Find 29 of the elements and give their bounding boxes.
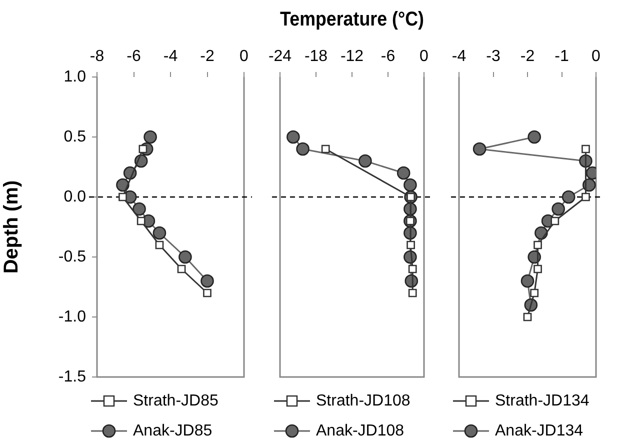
x-tick-label: -3	[486, 48, 500, 65]
legend-label: Anak-JD134	[495, 422, 584, 440]
x-tick-label: -18	[304, 48, 328, 65]
x-tick-label: -2	[520, 48, 535, 65]
x-tick-label: 0	[240, 48, 249, 65]
y-tick-label: -1.5	[58, 368, 86, 386]
legend-label: Anak-JD85	[133, 422, 212, 440]
x-tick-label: 0	[592, 48, 601, 65]
x-axis-title: Temperature (°C)	[280, 8, 424, 31]
y-tick-label: 1.0	[64, 68, 86, 86]
legend-label: Anak-JD108	[316, 422, 404, 440]
x-tick-label: -2	[200, 48, 214, 65]
x-tick-label: -24	[268, 48, 292, 65]
legend-label: Strath-JD134	[495, 392, 590, 410]
x-tick-label: -4	[452, 48, 466, 65]
x-tick-label: 0	[420, 48, 429, 65]
x-tick-label: -6	[380, 48, 396, 65]
x-tick-label: -1	[554, 48, 569, 65]
x-tick-label: -12	[340, 48, 364, 65]
y-tick-label: -1.0	[58, 308, 86, 326]
y-axis-title: Depth (m)	[0, 180, 23, 274]
legend-label: Strath-JD108	[316, 392, 410, 410]
y-tick-label: 0.0	[64, 188, 86, 206]
x-tick-label: -6	[126, 48, 141, 65]
y-tick-label: 0.5	[64, 128, 86, 146]
x-tick-label: -8	[90, 48, 104, 65]
x-tick-label: -4	[163, 48, 178, 65]
y-tick-label: -0.5	[58, 248, 86, 266]
legend-label: Strath-JD85	[133, 392, 218, 410]
